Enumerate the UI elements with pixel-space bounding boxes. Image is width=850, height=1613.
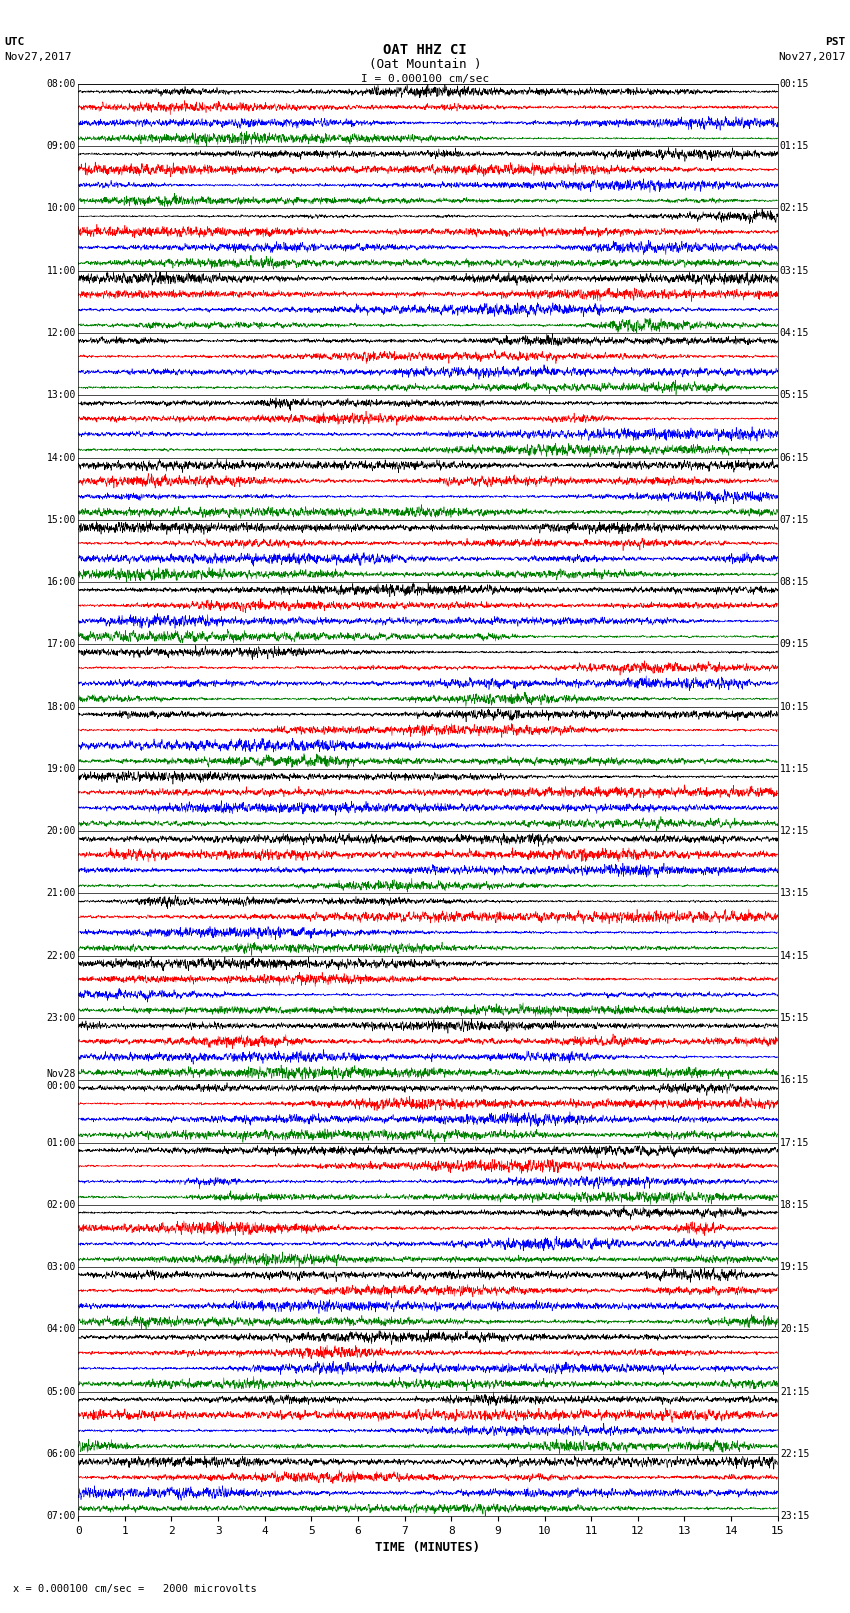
Text: 06:15: 06:15: [779, 453, 809, 463]
Text: 12:15: 12:15: [779, 826, 809, 836]
Text: x = 0.000100 cm/sec =   2000 microvolts: x = 0.000100 cm/sec = 2000 microvolts: [13, 1584, 257, 1594]
Text: 21:15: 21:15: [779, 1387, 809, 1397]
Text: 01:15: 01:15: [779, 142, 809, 152]
Text: 14:00: 14:00: [47, 453, 76, 463]
Text: 09:00: 09:00: [47, 142, 76, 152]
Text: 15:15: 15:15: [779, 1013, 809, 1023]
Text: 06:00: 06:00: [47, 1448, 76, 1458]
Text: 21:00: 21:00: [47, 889, 76, 898]
Text: 12:00: 12:00: [47, 327, 76, 339]
Text: 22:15: 22:15: [779, 1448, 809, 1458]
Text: I = 0.000100 cm/sec: I = 0.000100 cm/sec: [361, 74, 489, 84]
Text: 19:15: 19:15: [779, 1261, 809, 1273]
Text: 09:15: 09:15: [779, 639, 809, 650]
Text: 22:00: 22:00: [47, 950, 76, 961]
Text: UTC: UTC: [4, 37, 25, 47]
Text: 18:15: 18:15: [779, 1200, 809, 1210]
Text: 04:15: 04:15: [779, 327, 809, 339]
Text: PST: PST: [825, 37, 846, 47]
Text: 15:00: 15:00: [47, 515, 76, 524]
Text: OAT HHZ CI: OAT HHZ CI: [383, 44, 467, 56]
Text: 05:15: 05:15: [779, 390, 809, 400]
X-axis label: TIME (MINUTES): TIME (MINUTES): [376, 1542, 480, 1555]
Text: 10:15: 10:15: [779, 702, 809, 711]
Text: 13:15: 13:15: [779, 889, 809, 898]
Text: 03:00: 03:00: [47, 1261, 76, 1273]
Text: 20:00: 20:00: [47, 826, 76, 836]
Text: 19:00: 19:00: [47, 765, 76, 774]
Text: Nov27,2017: Nov27,2017: [779, 52, 846, 61]
Text: 08:00: 08:00: [47, 79, 76, 89]
Text: 02:15: 02:15: [779, 203, 809, 213]
Text: 17:15: 17:15: [779, 1137, 809, 1147]
Text: 07:00: 07:00: [47, 1511, 76, 1521]
Text: 20:15: 20:15: [779, 1324, 809, 1334]
Text: 16:00: 16:00: [47, 577, 76, 587]
Text: 01:00: 01:00: [47, 1137, 76, 1147]
Text: 23:00: 23:00: [47, 1013, 76, 1023]
Text: 08:15: 08:15: [779, 577, 809, 587]
Text: 07:15: 07:15: [779, 515, 809, 524]
Text: 16:15: 16:15: [779, 1076, 809, 1086]
Text: 04:00: 04:00: [47, 1324, 76, 1334]
Text: 14:15: 14:15: [779, 950, 809, 961]
Text: Nov27,2017: Nov27,2017: [4, 52, 71, 61]
Text: 11:15: 11:15: [779, 765, 809, 774]
Text: (Oat Mountain ): (Oat Mountain ): [369, 58, 481, 71]
Text: 13:00: 13:00: [47, 390, 76, 400]
Text: 05:00: 05:00: [47, 1387, 76, 1397]
Text: 18:00: 18:00: [47, 702, 76, 711]
Text: 11:00: 11:00: [47, 266, 76, 276]
Text: 23:15: 23:15: [779, 1511, 809, 1521]
Text: 17:00: 17:00: [47, 639, 76, 650]
Text: Nov28
00:00: Nov28 00:00: [47, 1069, 76, 1090]
Text: 00:15: 00:15: [779, 79, 809, 89]
Text: 10:00: 10:00: [47, 203, 76, 213]
Text: 02:00: 02:00: [47, 1200, 76, 1210]
Text: 03:15: 03:15: [779, 266, 809, 276]
